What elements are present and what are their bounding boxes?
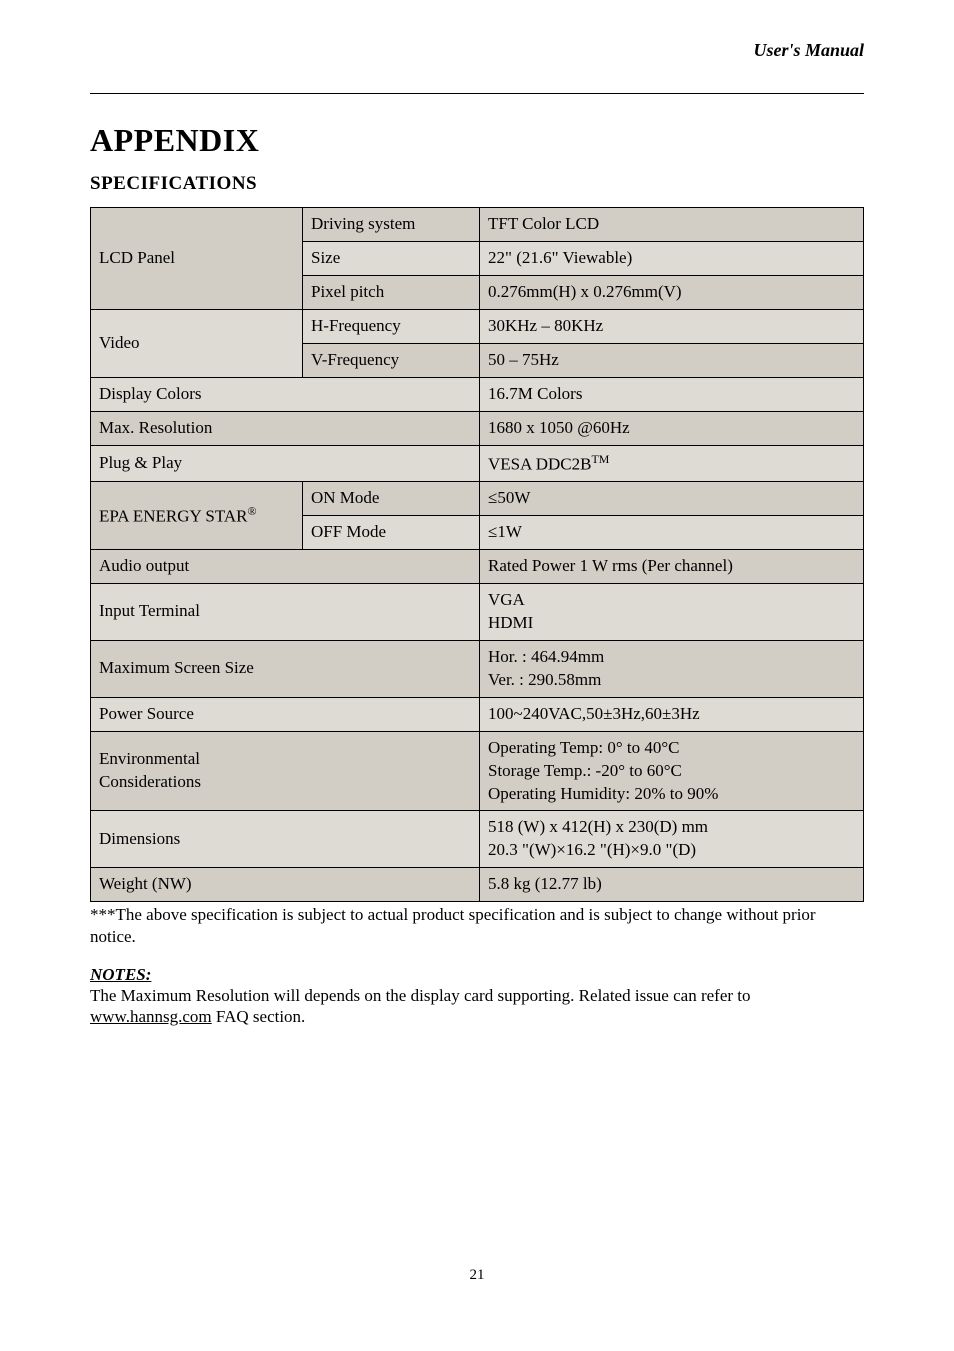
environmental-v1: Operating Temp: 0° to 40°C: [488, 738, 680, 757]
cell-environmental-val: Operating Temp: 0° to 40°C Storage Temp.:…: [480, 731, 864, 811]
cell-dimensions-val: 518 (W) x 412(H) x 230(D) mm 20.3 "(W)×16…: [480, 811, 864, 868]
header-manual-label: User's Manual: [90, 40, 864, 61]
row-power-source: Power Source 100~240VAC,50±3Hz,60±3Hz: [91, 697, 864, 731]
max-screen-size-v2: Ver. : 290.58mm: [488, 670, 601, 689]
cell-plug-play-key: Plug & Play: [91, 445, 480, 482]
cell-on-mode-key: ON Mode: [303, 482, 480, 516]
cell-hfreq-val: 30KHz – 80KHz: [480, 309, 864, 343]
cell-energy-star-label: EPA ENERGY STAR®: [91, 482, 303, 550]
cell-input-terminal-key: Input Terminal: [91, 583, 480, 640]
energy-star-sup: ®: [248, 504, 257, 518]
footnote-text: ***The above specification is subject to…: [90, 904, 864, 947]
cell-vfreq-key: V-Frequency: [303, 343, 480, 377]
cell-plug-play-val: VESA DDC2BTM: [480, 445, 864, 482]
row-dimensions: Dimensions 518 (W) x 412(H) x 230(D) mm 2…: [91, 811, 864, 868]
cell-audio-output-key: Audio output: [91, 550, 480, 584]
cell-max-screen-size-val: Hor. : 464.94mm Ver. : 290.58mm: [480, 640, 864, 697]
appendix-heading: APPENDIX: [90, 122, 864, 159]
input-terminal-v2: HDMI: [488, 613, 533, 632]
row-energy-on: EPA ENERGY STAR® ON Mode ≤50W: [91, 482, 864, 516]
cell-environmental-key: Environmental Considerations: [91, 731, 480, 811]
cell-weight-key: Weight (NW): [91, 868, 480, 902]
page-number: 21: [90, 1267, 864, 1284]
cell-input-terminal-val: VGA HDMI: [480, 583, 864, 640]
row-weight: Weight (NW) 5.8 kg (12.77 lb): [91, 868, 864, 902]
environmental-k2: Considerations: [99, 772, 201, 791]
cell-off-mode-val: ≤1W: [480, 516, 864, 550]
row-audio-output: Audio output Rated Power 1 W rms (Per ch…: [91, 550, 864, 584]
cell-on-mode-val: ≤50W: [480, 482, 864, 516]
cell-dimensions-key: Dimensions: [91, 811, 480, 868]
cell-weight-val: 5.8 kg (12.77 lb): [480, 868, 864, 902]
cell-power-source-val: 100~240VAC,50±3Hz,60±3Hz: [480, 697, 864, 731]
notes-link: www.hannsg.com: [90, 1007, 212, 1026]
cell-max-resolution-key: Max. Resolution: [91, 411, 480, 445]
cell-hfreq-key: H-Frequency: [303, 309, 480, 343]
header-rule: [90, 93, 864, 94]
row-plug-play: Plug & Play VESA DDC2BTM: [91, 445, 864, 482]
specifications-table: LCD Panel Driving system TFT Color LCD S…: [90, 207, 864, 902]
cell-off-mode-key: OFF Mode: [303, 516, 480, 550]
max-screen-size-v1: Hor. : 464.94mm: [488, 647, 604, 666]
notes-line1b: FAQ section.: [212, 1007, 306, 1026]
input-terminal-v1: VGA: [488, 590, 525, 609]
cell-display-colors-val: 16.7M Colors: [480, 377, 864, 411]
plug-play-prefix: VESA DDC2B: [488, 454, 591, 473]
cell-audio-output-val: Rated Power 1 W rms (Per channel): [480, 550, 864, 584]
cell-display-colors-key: Display Colors: [91, 377, 480, 411]
row-video-h: Video H-Frequency 30KHz – 80KHz: [91, 309, 864, 343]
cell-size-val: 22" (21.6" Viewable): [480, 241, 864, 275]
energy-star-prefix: EPA ENERGY STAR: [99, 506, 248, 525]
cell-vfreq-val: 50 – 75Hz: [480, 343, 864, 377]
dimensions-v2: 20.3 "(W)×16.2 "(H)×9.0 "(D): [488, 840, 696, 859]
cell-size-key: Size: [303, 241, 480, 275]
row-display-colors: Display Colors 16.7M Colors: [91, 377, 864, 411]
environmental-v2: Storage Temp.: -20° to 60°C: [488, 761, 682, 780]
row-input-terminal: Input Terminal VGA HDMI: [91, 583, 864, 640]
environmental-v3: Operating Humidity: 20% to 90%: [488, 784, 718, 803]
cell-max-screen-size-key: Maximum Screen Size: [91, 640, 480, 697]
row-max-screen-size: Maximum Screen Size Hor. : 464.94mm Ver. …: [91, 640, 864, 697]
cell-max-resolution-val: 1680 x 1050 @60Hz: [480, 411, 864, 445]
row-max-resolution: Max. Resolution 1680 x 1050 @60Hz: [91, 411, 864, 445]
cell-pixel-pitch-key: Pixel pitch: [303, 275, 480, 309]
dimensions-v1: 518 (W) x 412(H) x 230(D) mm: [488, 817, 708, 836]
notes-line1a: The Maximum Resolution will depends on t…: [90, 986, 751, 1005]
cell-driving-system-key: Driving system: [303, 208, 480, 242]
notes-heading: NOTES:: [90, 965, 864, 985]
cell-power-source-key: Power Source: [91, 697, 480, 731]
cell-driving-system-val: TFT Color LCD: [480, 208, 864, 242]
cell-lcd-panel-label: LCD Panel: [91, 208, 303, 310]
environmental-k1: Environmental: [99, 749, 200, 768]
row-environmental: Environmental Considerations Operating Te…: [91, 731, 864, 811]
cell-video-label: Video: [91, 309, 303, 377]
specifications-heading: SPECIFICATIONS: [90, 173, 864, 195]
page: User's Manual APPENDIX SPECIFICATIONS LC…: [0, 0, 954, 1324]
cell-pixel-pitch-val: 0.276mm(H) x 0.276mm(V): [480, 275, 864, 309]
plug-play-sup: TM: [591, 452, 609, 466]
notes-body: The Maximum Resolution will depends on t…: [90, 985, 864, 1028]
row-lcd-driving: LCD Panel Driving system TFT Color LCD: [91, 208, 864, 242]
